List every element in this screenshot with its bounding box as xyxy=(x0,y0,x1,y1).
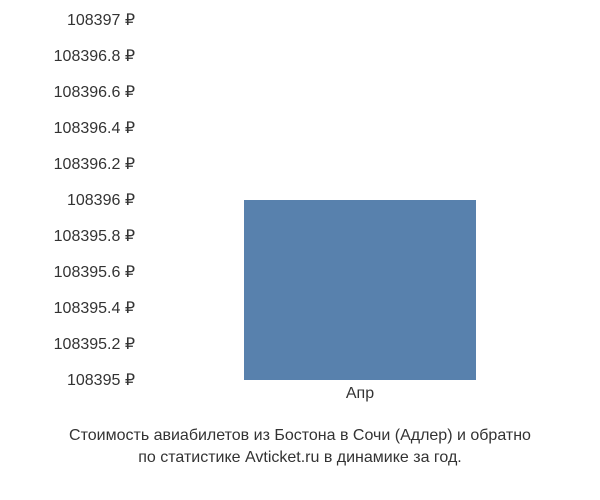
y-axis: 108397 ₽ 108396.8 ₽ 108396.6 ₽ 108396.4 … xyxy=(0,20,140,380)
y-tick: 108396.2 ₽ xyxy=(54,154,135,174)
y-tick: 108395 ₽ xyxy=(67,370,135,390)
caption-line-2: по статистике Avticket.ru в динамике за … xyxy=(20,447,580,469)
chart-caption: Стоимость авиабилетов из Бостона в Сочи … xyxy=(0,425,600,470)
y-tick: 108396 ₽ xyxy=(67,190,135,210)
y-tick: 108395.6 ₽ xyxy=(54,262,135,282)
bar xyxy=(244,200,476,380)
x-tick: Апр xyxy=(346,385,374,403)
y-tick: 108395.2 ₽ xyxy=(54,334,135,354)
y-tick: 108395.4 ₽ xyxy=(54,298,135,318)
y-tick: 108396.8 ₽ xyxy=(54,46,135,66)
y-tick: 108395.8 ₽ xyxy=(54,226,135,246)
x-axis: Апр xyxy=(145,385,575,415)
y-tick: 108397 ₽ xyxy=(67,10,135,30)
y-tick: 108396.4 ₽ xyxy=(54,118,135,138)
caption-line-1: Стоимость авиабилетов из Бостона в Сочи … xyxy=(20,425,580,447)
chart-container: 108397 ₽ 108396.8 ₽ 108396.6 ₽ 108396.4 … xyxy=(0,0,600,500)
plot-area xyxy=(145,20,575,380)
y-tick: 108396.6 ₽ xyxy=(54,82,135,102)
